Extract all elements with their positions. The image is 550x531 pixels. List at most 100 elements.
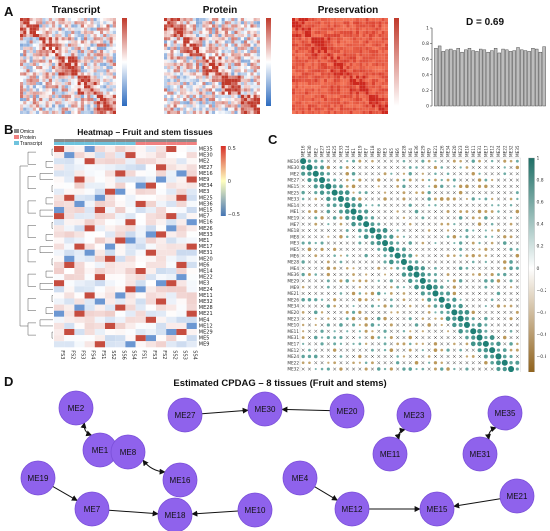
matrix-cell <box>317 43 321 47</box>
corr-cross <box>396 329 400 333</box>
matrix-cell <box>343 91 347 95</box>
corr-circle <box>490 298 494 302</box>
matrix-cell <box>253 101 257 105</box>
omics-bar-cell <box>156 142 167 145</box>
matrix-cell <box>55 85 59 89</box>
corr-cross <box>320 361 324 365</box>
matrix-cell <box>80 34 84 38</box>
corr-circle <box>358 197 362 201</box>
matrix-cell <box>356 50 360 54</box>
matrix-cell <box>340 69 344 73</box>
matrix-cell <box>247 101 251 105</box>
heat-cell <box>135 298 146 305</box>
matrix-cell <box>314 62 318 66</box>
corr-cross <box>326 342 330 346</box>
matrix-cell <box>336 21 340 25</box>
omics-bar-cell <box>166 139 177 142</box>
matrix-cell <box>362 37 366 41</box>
matrix-cell <box>167 91 171 95</box>
heat-row-label: ME22 <box>199 275 213 281</box>
corr-circle <box>421 172 425 175</box>
matrix-cell <box>384 34 388 38</box>
heat-cell <box>125 194 136 201</box>
matrix-cell <box>189 50 193 54</box>
corr-cross <box>433 323 438 327</box>
matrix-cell <box>237 46 241 50</box>
corr-cross <box>446 165 450 170</box>
matrix-cell <box>68 101 72 105</box>
matrix-cell <box>308 72 312 76</box>
matrix-cell <box>372 18 376 22</box>
matrix-cell <box>93 53 97 57</box>
matrix-cell <box>36 50 40 54</box>
matrix-cell <box>176 110 180 114</box>
matrix-cell <box>55 107 59 111</box>
matrix-cell <box>199 30 203 34</box>
matrix-cell <box>340 88 344 92</box>
matrix-cell <box>378 98 382 102</box>
corr-cross <box>320 304 324 308</box>
corr-cross <box>402 165 406 170</box>
corr-cross <box>452 165 456 170</box>
heat-cell <box>145 316 156 323</box>
bar <box>434 48 438 107</box>
corr-circle <box>414 265 419 271</box>
matrix-cell <box>234 94 238 98</box>
matrix-cell <box>202 85 206 89</box>
corr-col-label: ME27 <box>320 145 325 157</box>
matrix-cell <box>61 78 65 82</box>
node-circle <box>282 460 318 496</box>
corr-circle <box>301 297 305 302</box>
corr-cross <box>477 367 482 371</box>
matrix-cell <box>45 75 49 79</box>
matrix-cell <box>359 104 363 108</box>
heat-row-label: ME11 <box>199 293 213 299</box>
matrix-cell <box>240 21 244 25</box>
bar <box>501 48 505 107</box>
matrix-cell <box>375 18 379 22</box>
matrix-cell <box>215 104 219 108</box>
corr-cross <box>333 159 337 163</box>
corr-circle <box>383 336 387 339</box>
matrix-cell <box>100 53 104 57</box>
matrix-cell <box>186 91 190 95</box>
corr-col-label: ME30 <box>307 145 312 157</box>
corr-circle <box>364 298 368 302</box>
matrix-cell <box>250 88 254 92</box>
matrix-cell <box>61 37 65 41</box>
corr-circle <box>440 222 444 226</box>
heat-cell <box>176 231 187 238</box>
matrix-cell <box>103 34 107 38</box>
matrix-cell <box>340 94 344 98</box>
matrix-cell <box>29 72 33 76</box>
matrix-cell <box>29 101 33 105</box>
corr-circle <box>377 222 381 226</box>
corr-cross <box>377 191 381 195</box>
heat-cell <box>135 225 146 232</box>
matrix-cell <box>183 24 187 28</box>
matrix-cell <box>304 46 308 50</box>
matrix-cell <box>52 72 56 76</box>
matrix-cell <box>320 21 324 25</box>
corr-circle <box>363 221 370 228</box>
heat-cell <box>94 194 105 201</box>
heat-cell <box>84 304 95 311</box>
matrix-cell <box>106 94 110 98</box>
matrix-cell <box>77 66 81 70</box>
matrix-cell <box>375 43 379 47</box>
corr-cross <box>339 241 343 245</box>
matrix-cell <box>212 50 216 54</box>
matrix-cell <box>333 75 337 79</box>
matrix-cell <box>68 66 72 70</box>
heat-cell <box>84 231 95 238</box>
corr-cross <box>301 216 305 220</box>
matrix-cell <box>64 46 68 50</box>
corr-circle <box>376 228 381 233</box>
corr-cross <box>452 266 456 270</box>
corr-circle <box>332 348 337 352</box>
heat-cell <box>64 304 75 311</box>
heat-cell <box>135 152 146 159</box>
matrix-cell <box>324 53 328 57</box>
matrix-cell <box>237 78 241 82</box>
matrix-cell <box>250 107 254 111</box>
